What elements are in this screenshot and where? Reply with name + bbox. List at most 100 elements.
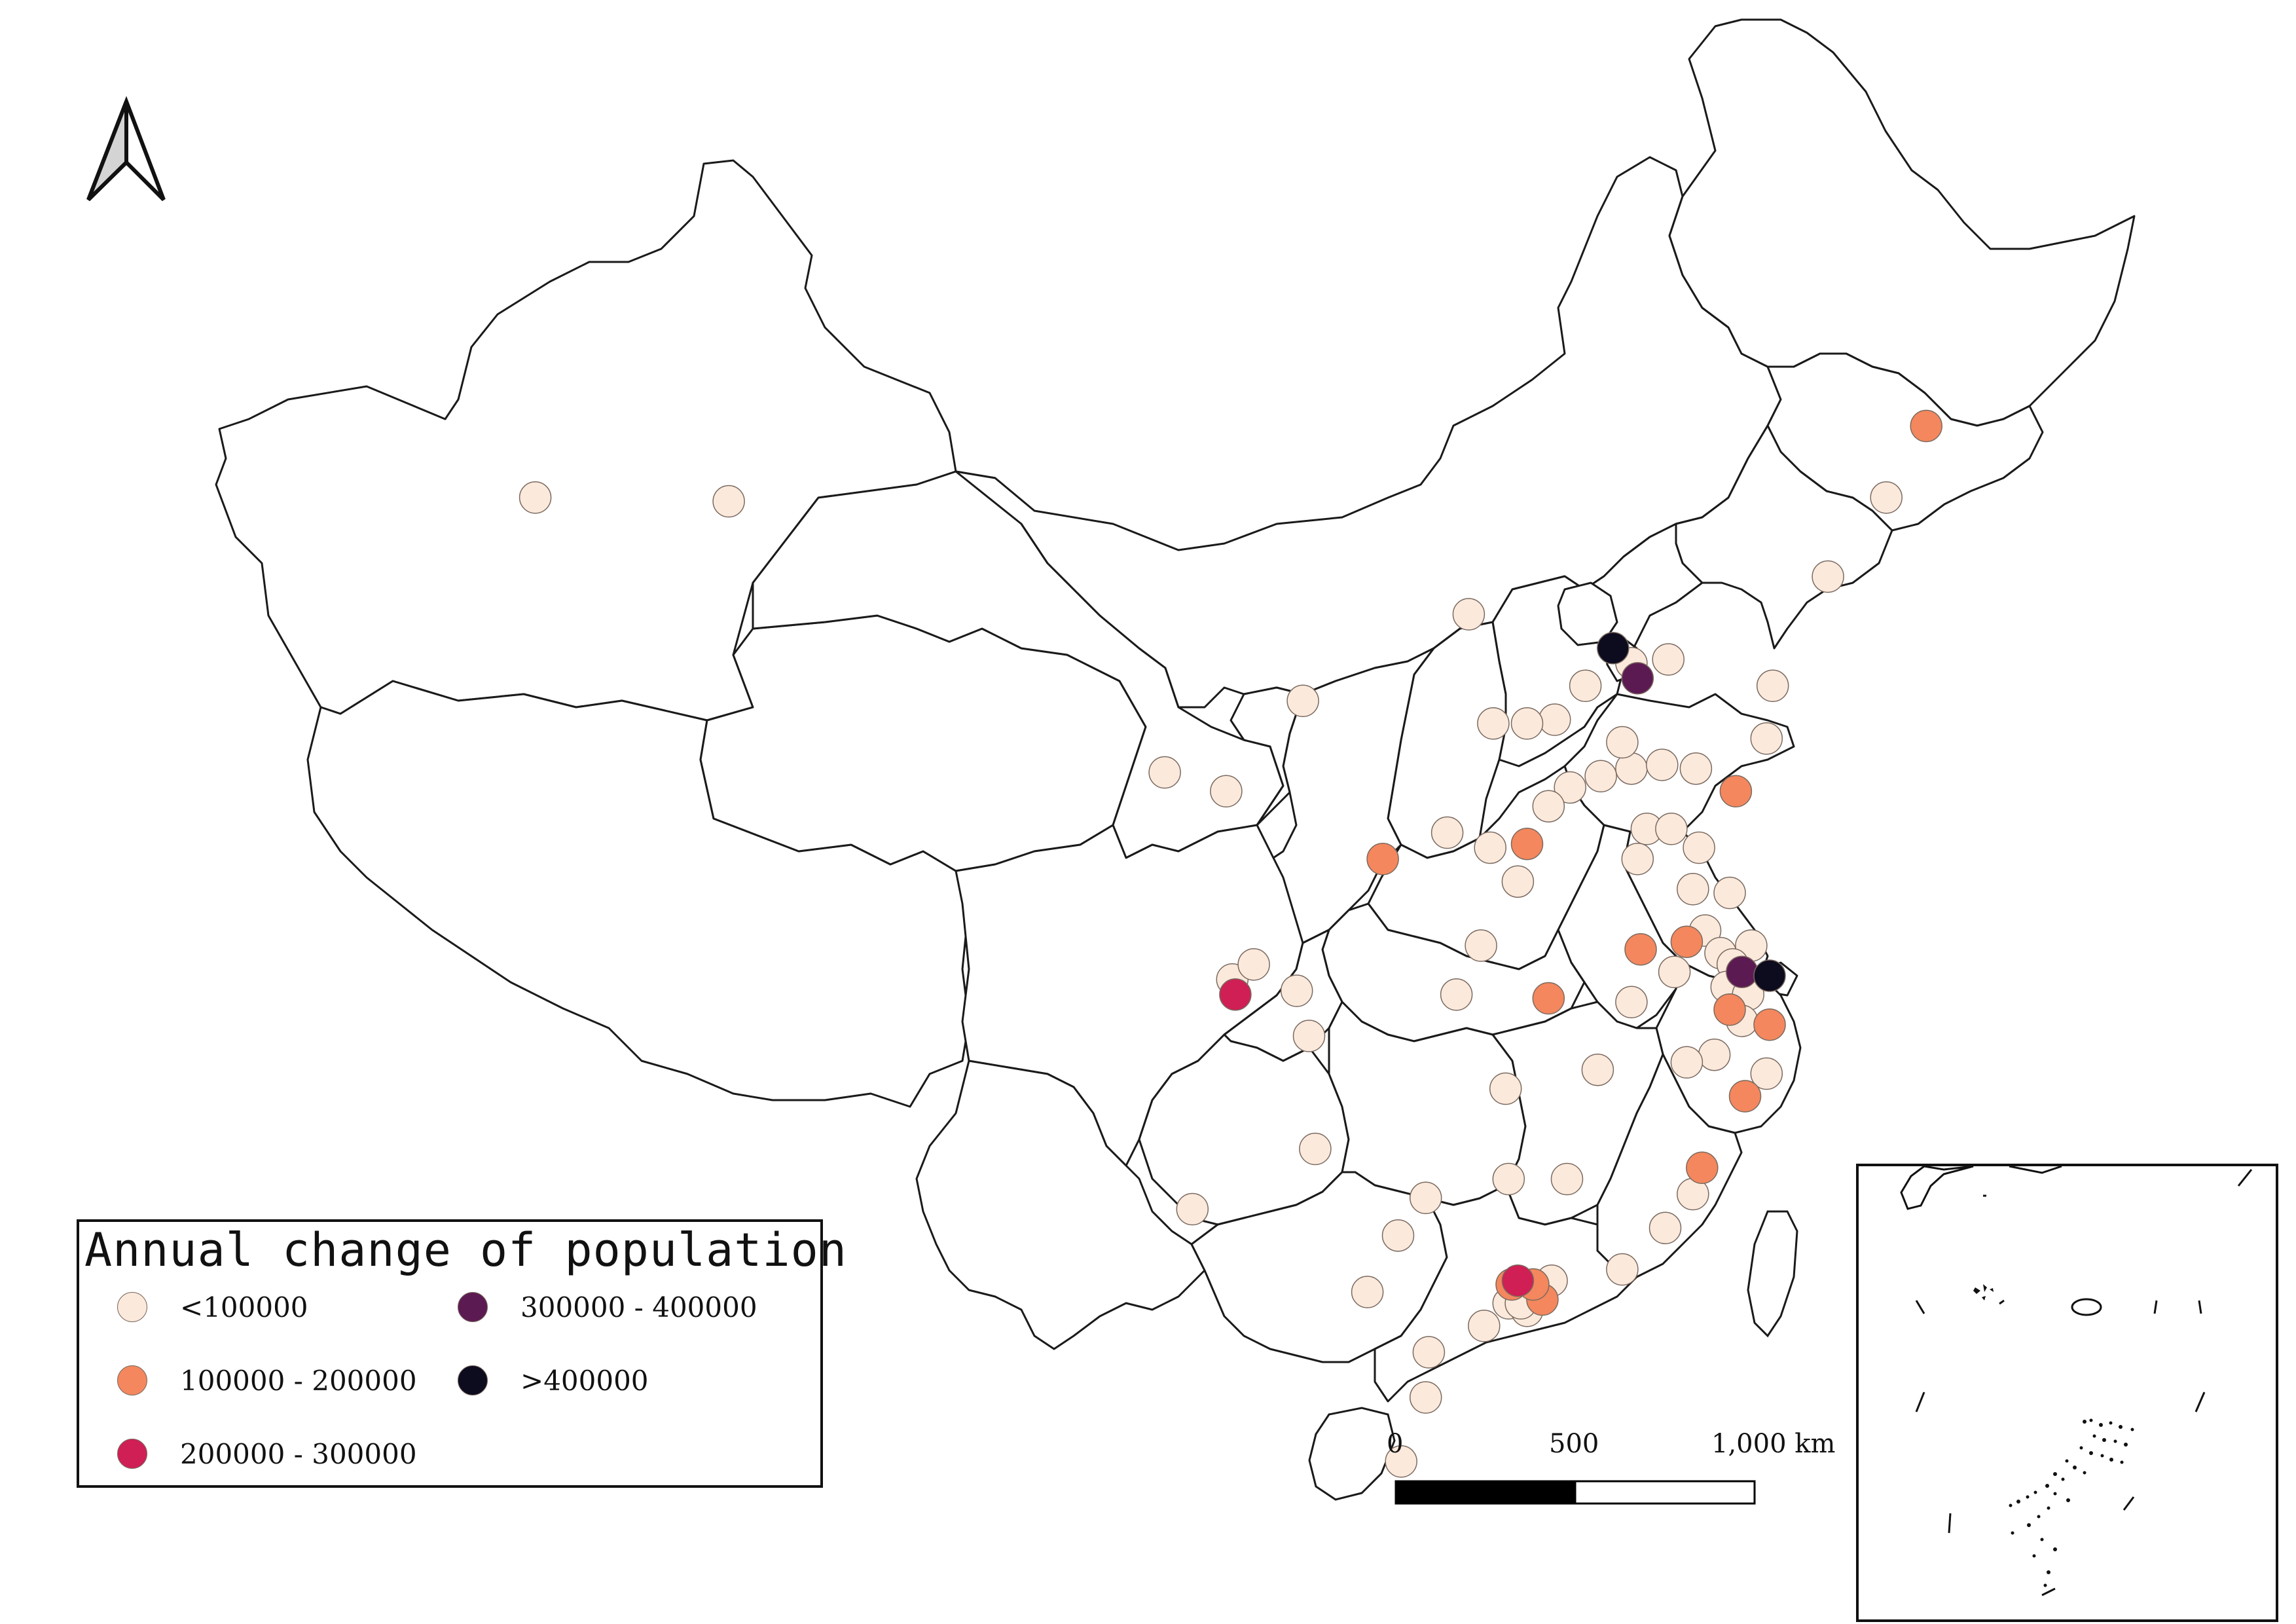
city-point	[1409, 1181, 1442, 1215]
city-point	[1477, 707, 1510, 740]
city-point	[1299, 1132, 1332, 1166]
city-point	[1465, 929, 1497, 962]
city-point	[1532, 982, 1565, 1015]
legend-item-3: 300000 - 400000	[458, 1287, 757, 1327]
city-points	[519, 409, 1942, 1478]
city-point	[1677, 873, 1709, 906]
legend-item-0: <100000	[117, 1287, 308, 1327]
city-point	[1713, 876, 1746, 910]
inset-map	[1900, 1166, 2253, 1596]
city-point	[1538, 703, 1571, 736]
city-point	[1683, 831, 1715, 864]
city-point	[1430, 816, 1464, 849]
city-point	[1474, 831, 1506, 864]
city-point	[1652, 643, 1685, 676]
city-point	[1581, 1054, 1614, 1086]
legend-swatch-4	[458, 1365, 488, 1395]
legend-label-4: >400000	[520, 1364, 649, 1397]
city-point	[1452, 598, 1485, 631]
city-point	[1655, 813, 1688, 845]
city-point	[1492, 1162, 1525, 1196]
city-point	[1658, 955, 1691, 989]
city-point	[1812, 560, 1844, 593]
city-point	[1554, 771, 1586, 804]
city-point	[1615, 986, 1648, 1019]
city-point	[1550, 1162, 1584, 1196]
city-point	[1501, 1264, 1535, 1297]
city-point	[1910, 409, 1942, 443]
island-taiwan	[1747, 1210, 1798, 1338]
city-point	[1621, 662, 1654, 695]
city-point	[1468, 1310, 1501, 1342]
legend-item-2: 200000 - 300000	[117, 1434, 417, 1473]
city-point	[1597, 632, 1630, 665]
city-point	[1670, 925, 1704, 958]
city-point	[1649, 1211, 1682, 1245]
city-point	[1501, 865, 1535, 898]
city-point	[1584, 760, 1617, 793]
city-point	[1646, 748, 1679, 781]
legend-swatch-3	[458, 1292, 488, 1322]
city-point	[1753, 959, 1786, 992]
south-china-sea-inset	[1856, 1164, 2278, 1622]
city-point	[1412, 1336, 1446, 1369]
province-yunnan	[915, 1060, 1206, 1350]
city-point	[1489, 1072, 1522, 1105]
city-point	[1686, 1151, 1719, 1185]
city-point	[1606, 726, 1639, 759]
north-arrow-icon	[86, 96, 166, 202]
city-point	[1440, 978, 1473, 1011]
city-point	[1719, 775, 1753, 808]
province-tibet	[306, 680, 970, 1108]
city-point	[1286, 684, 1319, 718]
city-point	[1385, 1445, 1417, 1478]
city-point	[1750, 1057, 1783, 1090]
city-point	[1606, 1253, 1639, 1286]
city-point	[1532, 790, 1565, 822]
city-point	[1621, 843, 1654, 876]
city-point	[1713, 993, 1746, 1026]
city-point	[1510, 707, 1544, 740]
province-shaanxi	[1249, 647, 1435, 944]
legend-swatch-0	[117, 1292, 147, 1322]
city-point	[1409, 1381, 1442, 1414]
city-point	[1750, 722, 1783, 755]
legend-title: Annual change of population	[84, 1223, 847, 1277]
city-point	[1176, 1192, 1209, 1226]
legend-label-3: 300000 - 400000	[520, 1291, 757, 1323]
legend-label-2: 200000 - 300000	[180, 1437, 417, 1470]
legend: Annual change of population <100000 1000…	[77, 1219, 847, 1488]
scale-tick-1000: 1,000 km	[1711, 1429, 1836, 1459]
city-point	[1210, 775, 1243, 808]
city-point	[1219, 978, 1252, 1011]
city-point	[519, 481, 552, 514]
legend-item-4: >400000	[458, 1361, 649, 1400]
province-fujian	[1596, 1053, 1743, 1278]
city-point	[1351, 1276, 1384, 1308]
city-point	[1870, 481, 1903, 514]
city-point	[1510, 827, 1544, 860]
city-point	[1237, 948, 1270, 981]
scale-bar-segment-empty	[1574, 1480, 1756, 1505]
legend-label-1: 100000 - 200000	[180, 1364, 417, 1397]
city-point	[1292, 1020, 1326, 1052]
legend-swatch-1	[117, 1365, 147, 1395]
legend-item-1: 100000 - 200000	[117, 1361, 417, 1400]
city-point	[1148, 756, 1181, 789]
city-point	[1726, 955, 1758, 989]
province-boundaries	[215, 18, 2136, 1403]
scale-bar-segment-filled	[1394, 1480, 1576, 1505]
city-point	[1569, 669, 1602, 703]
city-point	[1698, 1038, 1731, 1071]
city-point	[1280, 974, 1313, 1007]
scale-tick-500: 500	[1549, 1429, 1599, 1459]
city-point	[1753, 1008, 1786, 1041]
city-point	[1624, 933, 1657, 966]
legend-label-0: <100000	[180, 1291, 308, 1323]
scale-bar	[1394, 1480, 1756, 1505]
island-hainan	[1308, 1407, 1396, 1501]
legend-swatch-2	[117, 1439, 147, 1469]
city-point	[1728, 1080, 1762, 1113]
scale-tick-0: 0	[1387, 1429, 1404, 1459]
